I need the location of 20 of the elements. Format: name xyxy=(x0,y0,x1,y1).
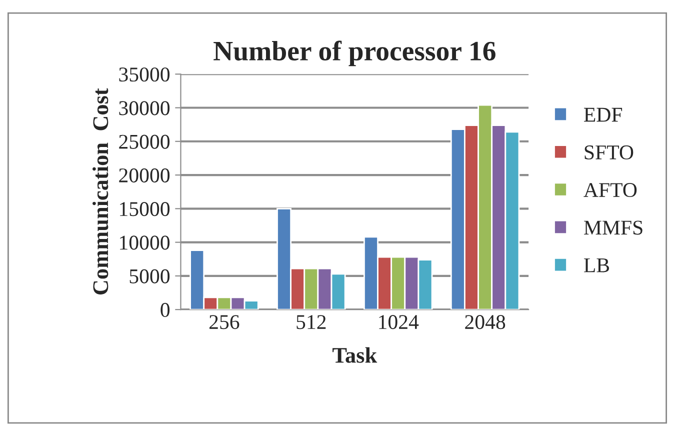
y-tick-label: 25000 xyxy=(119,134,170,149)
legend-label: LB xyxy=(584,258,610,272)
y-tick-label: 5000 xyxy=(130,269,170,284)
x-tick-label: 1024 xyxy=(379,315,419,330)
x-tick-label: 256 xyxy=(209,315,240,330)
y-tick-label: 0 xyxy=(160,302,170,317)
y-tick-label: 15000 xyxy=(120,202,170,216)
y-tick-label: 30000 xyxy=(119,101,170,116)
x-tick-label: 512 xyxy=(296,315,326,330)
chart-title: Number of processor 16 xyxy=(214,40,496,66)
legend-label: EDF xyxy=(584,108,622,122)
legend-label: AFTO xyxy=(584,183,637,198)
legend-label: SFTO xyxy=(584,145,634,160)
y-tick-label: 10000 xyxy=(120,236,170,250)
y-axis-title: Communication Cost xyxy=(92,88,108,294)
x-tick-label: 2048 xyxy=(465,315,506,330)
y-tick-label: 35000 xyxy=(119,67,170,82)
y-tick-label: 20000 xyxy=(119,168,170,182)
legend-label: MMFS xyxy=(584,220,642,235)
x-axis-title: Task xyxy=(332,347,378,363)
